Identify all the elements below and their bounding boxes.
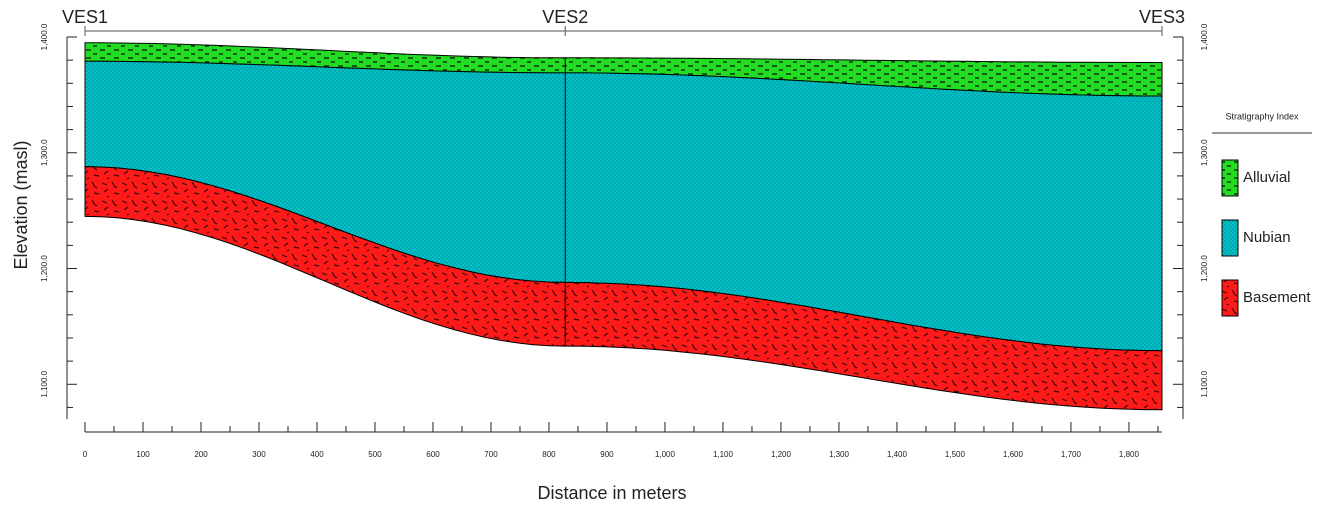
legend-label: Alluvial bbox=[1243, 169, 1291, 186]
station-label: VES3 bbox=[1139, 7, 1185, 27]
y-tick-label: 1,300.0 bbox=[40, 139, 49, 166]
x-tick-label: 400 bbox=[310, 450, 324, 459]
y-tick-label: 1,200.0 bbox=[1200, 255, 1209, 282]
legend-label: Nubian bbox=[1243, 229, 1291, 246]
x-tick-label: 200 bbox=[194, 450, 208, 459]
y-tick-label: 1,300.0 bbox=[1200, 139, 1209, 166]
x-tick-label: 600 bbox=[426, 450, 440, 459]
legend-swatch-texture bbox=[1222, 280, 1238, 316]
y-tick-label: 1,400.0 bbox=[40, 23, 49, 50]
x-tick-label: 100 bbox=[136, 450, 150, 459]
x-tick-label: 1,700 bbox=[1061, 450, 1082, 459]
x-tick-label: 700 bbox=[484, 450, 498, 459]
legend-swatch-texture bbox=[1222, 220, 1238, 256]
x-tick-label: 1,100 bbox=[713, 450, 734, 459]
station-label: VES2 bbox=[542, 7, 588, 27]
x-tick-label: 800 bbox=[542, 450, 556, 459]
legend-title: Stratigraphy Index bbox=[1225, 111, 1299, 121]
x-tick-label: 300 bbox=[252, 450, 266, 459]
y-tick-label: 1,100.0 bbox=[40, 370, 49, 397]
x-tick-label: 500 bbox=[368, 450, 382, 459]
x-tick-label: 0 bbox=[83, 450, 88, 459]
legend-swatch-texture bbox=[1222, 160, 1238, 196]
x-tick-label: 1,600 bbox=[1003, 450, 1024, 459]
x-tick-label: 1,200 bbox=[771, 450, 792, 459]
x-tick-label: 1,000 bbox=[655, 450, 676, 459]
x-tick-label: 1,500 bbox=[945, 450, 966, 459]
x-tick-label: 1,300 bbox=[829, 450, 850, 459]
y-tick-label: 1,400.0 bbox=[1200, 23, 1209, 50]
layer-texture bbox=[85, 61, 1162, 351]
y-tick-label: 1,100.0 bbox=[1200, 370, 1209, 397]
y-tick-label: 1,200.0 bbox=[40, 255, 49, 282]
x-tick-label: 900 bbox=[600, 450, 614, 459]
x-tick-label: 1,800 bbox=[1119, 450, 1140, 459]
station-label: VES1 bbox=[62, 7, 108, 27]
x-axis-label: Distance in meters bbox=[537, 483, 686, 503]
legend-label: Basement bbox=[1243, 289, 1311, 306]
layer-texture bbox=[85, 166, 1162, 410]
y-axis-label: Elevation (masl) bbox=[11, 140, 31, 269]
x-tick-label: 1,400 bbox=[887, 450, 908, 459]
layer-texture bbox=[85, 42, 1162, 96]
